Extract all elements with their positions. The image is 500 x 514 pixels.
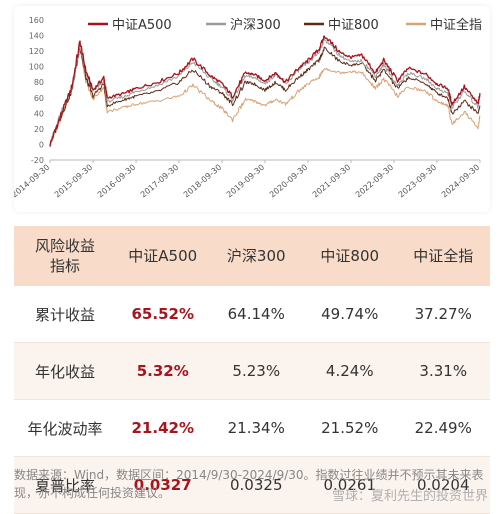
x-tick-label: 2024-09-30 <box>440 163 481 200</box>
cell-a500: 0.0327 <box>116 456 210 514</box>
y-tick-label: 20 <box>34 125 44 134</box>
cell-zz800: 21.52% <box>303 399 397 457</box>
y-tick-label: 100 <box>29 63 44 72</box>
legend-label: 中证800 <box>328 18 379 33</box>
metrics-table-wrap: 风险收益 指标 中证A500 沪深300 中证800 中证全指 累计收益 65.… <box>14 226 490 514</box>
cell-zzqz: 22.49% <box>396 399 490 457</box>
cell-zzqz: 0.0204 <box>396 456 490 514</box>
header-zz800: 中证800 <box>303 226 397 286</box>
legend-label: 中证A500 <box>112 18 172 33</box>
header-metric: 风险收益 指标 <box>14 226 116 286</box>
chart-card: -20 0 20 40 60 80 100 120 140 160 2014-09-30 2015-0… <box>14 6 490 212</box>
y-tick-label: 140 <box>29 32 44 41</box>
table-row: 年化波动率 21.42% 21.34% 21.52% 22.49% <box>14 399 490 457</box>
header-hs300: 沪深300 <box>209 226 303 286</box>
cell-a500: 5.32% <box>116 342 210 400</box>
cell-hs300: 64.14% <box>209 286 303 343</box>
x-tick-label: 2020-09-30 <box>268 163 309 200</box>
table-row: 年化收益 5.32% 5.23% 4.24% 3.31% <box>14 342 490 400</box>
header-a500: 中证A500 <box>116 226 210 286</box>
y-tick-label: 40 <box>34 109 44 118</box>
x-tick-label: 2023-09-30 <box>397 163 438 200</box>
row-label: 年化波动率 <box>14 399 116 457</box>
legend-label: 中证全指 <box>430 17 482 33</box>
cell-hs300: 5.23% <box>209 342 303 400</box>
cell-a500: 65.52% <box>116 286 210 343</box>
footnote: 数据来源：Wind，数据区间：2014/9/30-2024/9/30。指数过往业… <box>14 468 484 500</box>
line-chart: -20 0 20 40 60 80 100 120 140 160 2014-09-30 2015-0… <box>14 16 482 200</box>
cell-zz800: 49.74% <box>303 286 397 343</box>
table-header-row: 风险收益 指标 中证A500 沪深300 中证800 中证全指 <box>14 226 490 286</box>
series-line-1 <box>49 38 481 148</box>
watermark: 雪球：夏利先生的投资世界 <box>331 489 488 504</box>
table-row: 累计收益 65.52% 64.14% 49.74% 37.27% <box>14 286 490 343</box>
metrics-table: 风险收益 指标 中证A500 沪深300 中证800 中证全指 累计收益 65.… <box>14 226 490 514</box>
series-line-3 <box>49 43 481 147</box>
x-tick-label: 2016-09-30 <box>96 163 137 200</box>
row-label: 累计收益 <box>14 286 116 343</box>
x-tick-label: 2014-09-30 <box>14 163 51 200</box>
cell-zz800: 0.0261 <box>303 456 397 514</box>
y-tick-label: 120 <box>29 47 44 56</box>
y-tick-label: -20 <box>31 156 44 165</box>
series-line-0 <box>49 35 481 147</box>
cell-zzqz: 3.31% <box>396 342 490 400</box>
y-tick-label: 160 <box>29 16 44 25</box>
cell-zzqz: 37.27% <box>396 286 490 343</box>
x-tick-label: 2018-09-30 <box>182 163 223 200</box>
x-tick-label: 2022-09-30 <box>354 163 395 200</box>
y-tick-label: 0 <box>39 140 44 149</box>
x-tick-label: 2021-09-30 <box>311 163 352 200</box>
table-row: 夏普比率 0.0327 0.0325 0.0261 0.0204 <box>14 456 490 514</box>
cell-a500: 21.42% <box>116 399 210 457</box>
header-zzqz: 中证全指 <box>396 226 490 286</box>
series-line-2 <box>49 46 481 146</box>
header-metric-label: 风险收益 指标 <box>34 237 95 275</box>
x-tick-label: 2015-09-30 <box>53 163 94 200</box>
x-tick-label: 2019-09-30 <box>225 163 266 200</box>
row-label: 夏普比率 <box>14 456 116 514</box>
y-tick-label: 80 <box>34 78 44 87</box>
cell-zz800: 4.24% <box>303 342 397 400</box>
row-label: 年化收益 <box>14 342 116 400</box>
cell-hs300: 21.34% <box>209 399 303 457</box>
cell-hs300: 0.0325 <box>209 456 303 514</box>
legend-label: 沪深300 <box>230 17 281 33</box>
y-tick-label: 60 <box>34 94 44 103</box>
x-tick-label: 2017-09-30 <box>139 163 180 200</box>
